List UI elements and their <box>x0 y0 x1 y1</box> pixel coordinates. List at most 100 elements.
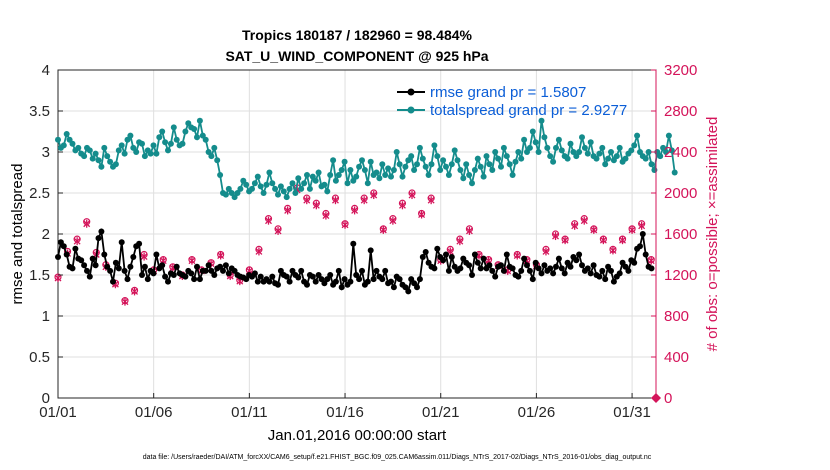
rmse-point <box>220 267 226 274</box>
totalspread-point <box>55 136 61 143</box>
y-tick-label: 1 <box>42 308 50 325</box>
totalspread-point <box>86 147 93 154</box>
totalspread-point <box>648 161 655 168</box>
totalspread-point <box>471 167 478 173</box>
y-tick-label: 4 <box>42 62 50 79</box>
x-tick-label: 01/26 <box>518 404 556 421</box>
rmse-point <box>72 245 79 252</box>
rmse-point <box>405 288 412 295</box>
totalspread-point <box>434 153 441 160</box>
rmse-point <box>382 267 389 274</box>
totalspread-point <box>249 185 255 192</box>
rmse-point <box>532 259 539 266</box>
totalspread-point <box>289 180 296 187</box>
totalspread-point <box>373 169 380 176</box>
totalspread-point <box>211 144 218 151</box>
rmse-point <box>639 231 646 237</box>
totalspread-point <box>75 144 82 151</box>
rmse-point <box>130 254 137 260</box>
rmse-point <box>63 251 70 258</box>
totalspread-point <box>202 136 209 143</box>
totalspread-point <box>263 181 270 188</box>
rmse-point <box>443 251 449 258</box>
obs-assimilated-point <box>121 297 129 306</box>
totalspread-point <box>179 140 186 147</box>
totalspread-point <box>118 142 125 149</box>
obs-assimilated-point <box>389 216 397 225</box>
y-right-tick-label: 400 <box>664 349 689 366</box>
totalspread-point <box>419 155 426 162</box>
totalspread-point <box>544 144 551 151</box>
y-right-tick-label: 2800 <box>664 103 697 120</box>
totalspread-point <box>364 180 371 187</box>
totalspread-point <box>579 134 585 141</box>
rmse-point <box>486 262 493 269</box>
rmse-point <box>205 262 212 269</box>
totalspread-point <box>608 149 614 155</box>
totalspread-point <box>257 183 264 190</box>
totalspread-point <box>147 150 154 157</box>
obs-assimilated-point <box>571 221 579 230</box>
totalspread-point <box>518 155 525 162</box>
obs-assimilated-point <box>456 237 464 246</box>
obs-assimilated-point <box>619 236 626 245</box>
totalspread-point <box>469 180 475 187</box>
rmse-point <box>448 254 455 260</box>
totalspread-point <box>335 172 342 178</box>
obs-assimilated-point <box>73 237 81 246</box>
totalspread-point <box>602 161 609 168</box>
totalspread-point <box>495 155 502 162</box>
totalspread-point <box>393 149 400 155</box>
obs-assimilated-point <box>513 251 521 260</box>
rmse-point <box>526 267 533 274</box>
obs-assimilated-point <box>465 226 473 235</box>
rmse-point <box>150 270 157 277</box>
totalspread-point <box>402 163 409 170</box>
rmse-point <box>509 265 516 272</box>
y-right-tick-label: 0 <box>664 390 672 407</box>
totalspread-point <box>451 147 458 154</box>
totalspread-point <box>283 194 290 201</box>
rmse-point <box>419 254 426 260</box>
rmse-point <box>112 259 119 266</box>
rmse-point <box>269 273 276 280</box>
totalspread-point <box>448 161 455 168</box>
totalspread-point <box>657 153 664 160</box>
rmse-point <box>86 273 93 280</box>
totalspread-point <box>167 140 174 147</box>
totalspread-point <box>483 153 490 160</box>
obs-assimilated-point <box>332 196 339 205</box>
totalspread-point <box>535 149 542 155</box>
totalspread-point <box>416 144 423 151</box>
totalspread-point <box>63 131 70 137</box>
totalspread-point <box>315 169 322 176</box>
rmse-point <box>173 263 180 270</box>
totalspread-point <box>596 150 603 157</box>
y-axis-label-right: # of obs: o=possible; ×=assimilated <box>704 117 721 352</box>
rmse-point <box>388 278 394 285</box>
totalspread-point <box>457 167 464 173</box>
rmse-point <box>191 276 198 283</box>
rmse-point <box>590 262 597 269</box>
obs-assimilated-point <box>408 191 416 200</box>
rmse-point <box>648 265 655 272</box>
legend-marker-totalspread <box>407 106 415 114</box>
y-right-tick-label: 2400 <box>664 144 697 161</box>
rmse-point <box>159 262 166 269</box>
rmse-point <box>95 235 102 242</box>
totalspread-point <box>555 136 562 143</box>
totalspread-point <box>89 155 96 162</box>
rmse-point <box>579 262 585 269</box>
rmse-point <box>144 276 151 283</box>
rmse-point <box>489 267 496 274</box>
rmse-point <box>440 257 447 264</box>
totalspread-point <box>353 173 360 180</box>
rmse-point <box>165 278 171 285</box>
totalspread-point <box>414 161 420 168</box>
rmse-point <box>136 240 143 247</box>
totalspread-point <box>304 172 310 178</box>
totalspread-point <box>671 169 678 176</box>
rmse-point <box>127 263 134 270</box>
totalspread-point <box>269 180 276 187</box>
y-tick-label: 3 <box>42 144 50 161</box>
